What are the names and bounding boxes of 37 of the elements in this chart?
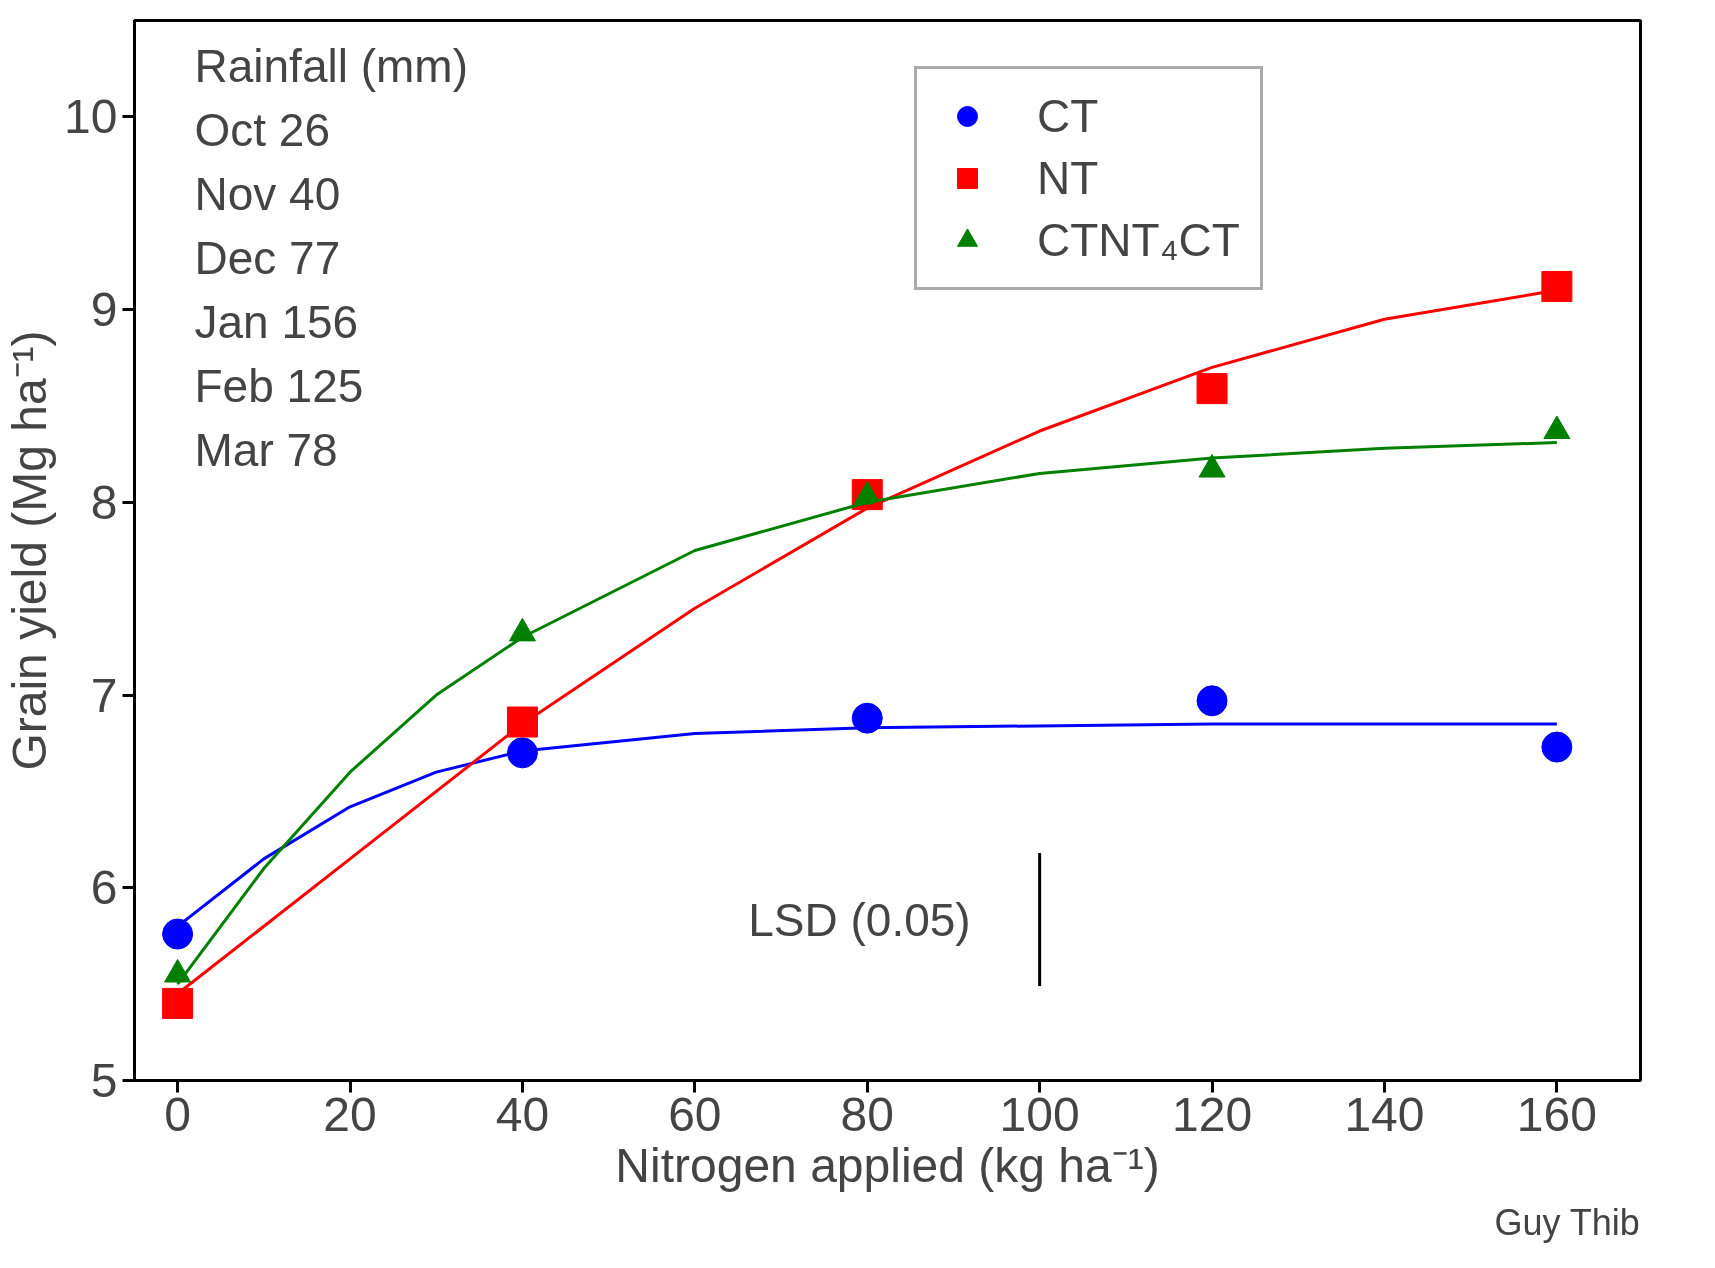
y-tick-label: 6 [90, 861, 118, 915]
x-tick-label: 80 [840, 1087, 894, 1141]
legend-label: NT [1037, 151, 1099, 205]
y-axis-title: Grain yield (Mg ha⁻¹) [3, 330, 57, 771]
annotation: Jan 156 [194, 295, 359, 348]
annotation: LSD (0.05) [748, 893, 971, 946]
legend-label: CTNT₄CT [1037, 213, 1240, 267]
x-axis-title: Nitrogen applied (kg ha⁻¹) [615, 1138, 1160, 1192]
point [851, 702, 883, 734]
annotation: Dec 77 [194, 231, 341, 284]
point [1541, 731, 1573, 763]
y-tick-label: 10 [64, 90, 118, 144]
annotation: Mar 78 [194, 423, 338, 476]
x-tick-label: 60 [668, 1087, 722, 1141]
x-tick-label: 20 [323, 1087, 377, 1141]
y-tick-label: 9 [90, 283, 118, 337]
x-tick-label: 0 [164, 1087, 191, 1141]
x-tick-label: 40 [495, 1087, 550, 1141]
y-tick-label: 5 [90, 1054, 118, 1107]
point [1541, 270, 1573, 302]
point [162, 918, 194, 950]
annotation: Nov 40 [194, 167, 341, 220]
x-tick-label: 100 [999, 1087, 1080, 1141]
x-tick-label: 160 [1516, 1087, 1597, 1141]
point [1196, 685, 1228, 717]
annotation: Feb 125 [194, 359, 364, 412]
point [162, 987, 194, 1019]
point [1196, 373, 1228, 405]
y-tick-label: 7 [90, 668, 118, 722]
text: Guy Thib [1494, 1201, 1640, 1243]
x-tick-label: 120 [1172, 1087, 1253, 1141]
x-tick-label: 140 [1344, 1087, 1425, 1141]
annotation: Rainfall (mm) [194, 39, 468, 92]
point [506, 706, 538, 738]
y-tick-label: 8 [90, 475, 118, 529]
annotation: Oct 26 [194, 103, 331, 156]
legend-label: CT [1037, 89, 1099, 143]
